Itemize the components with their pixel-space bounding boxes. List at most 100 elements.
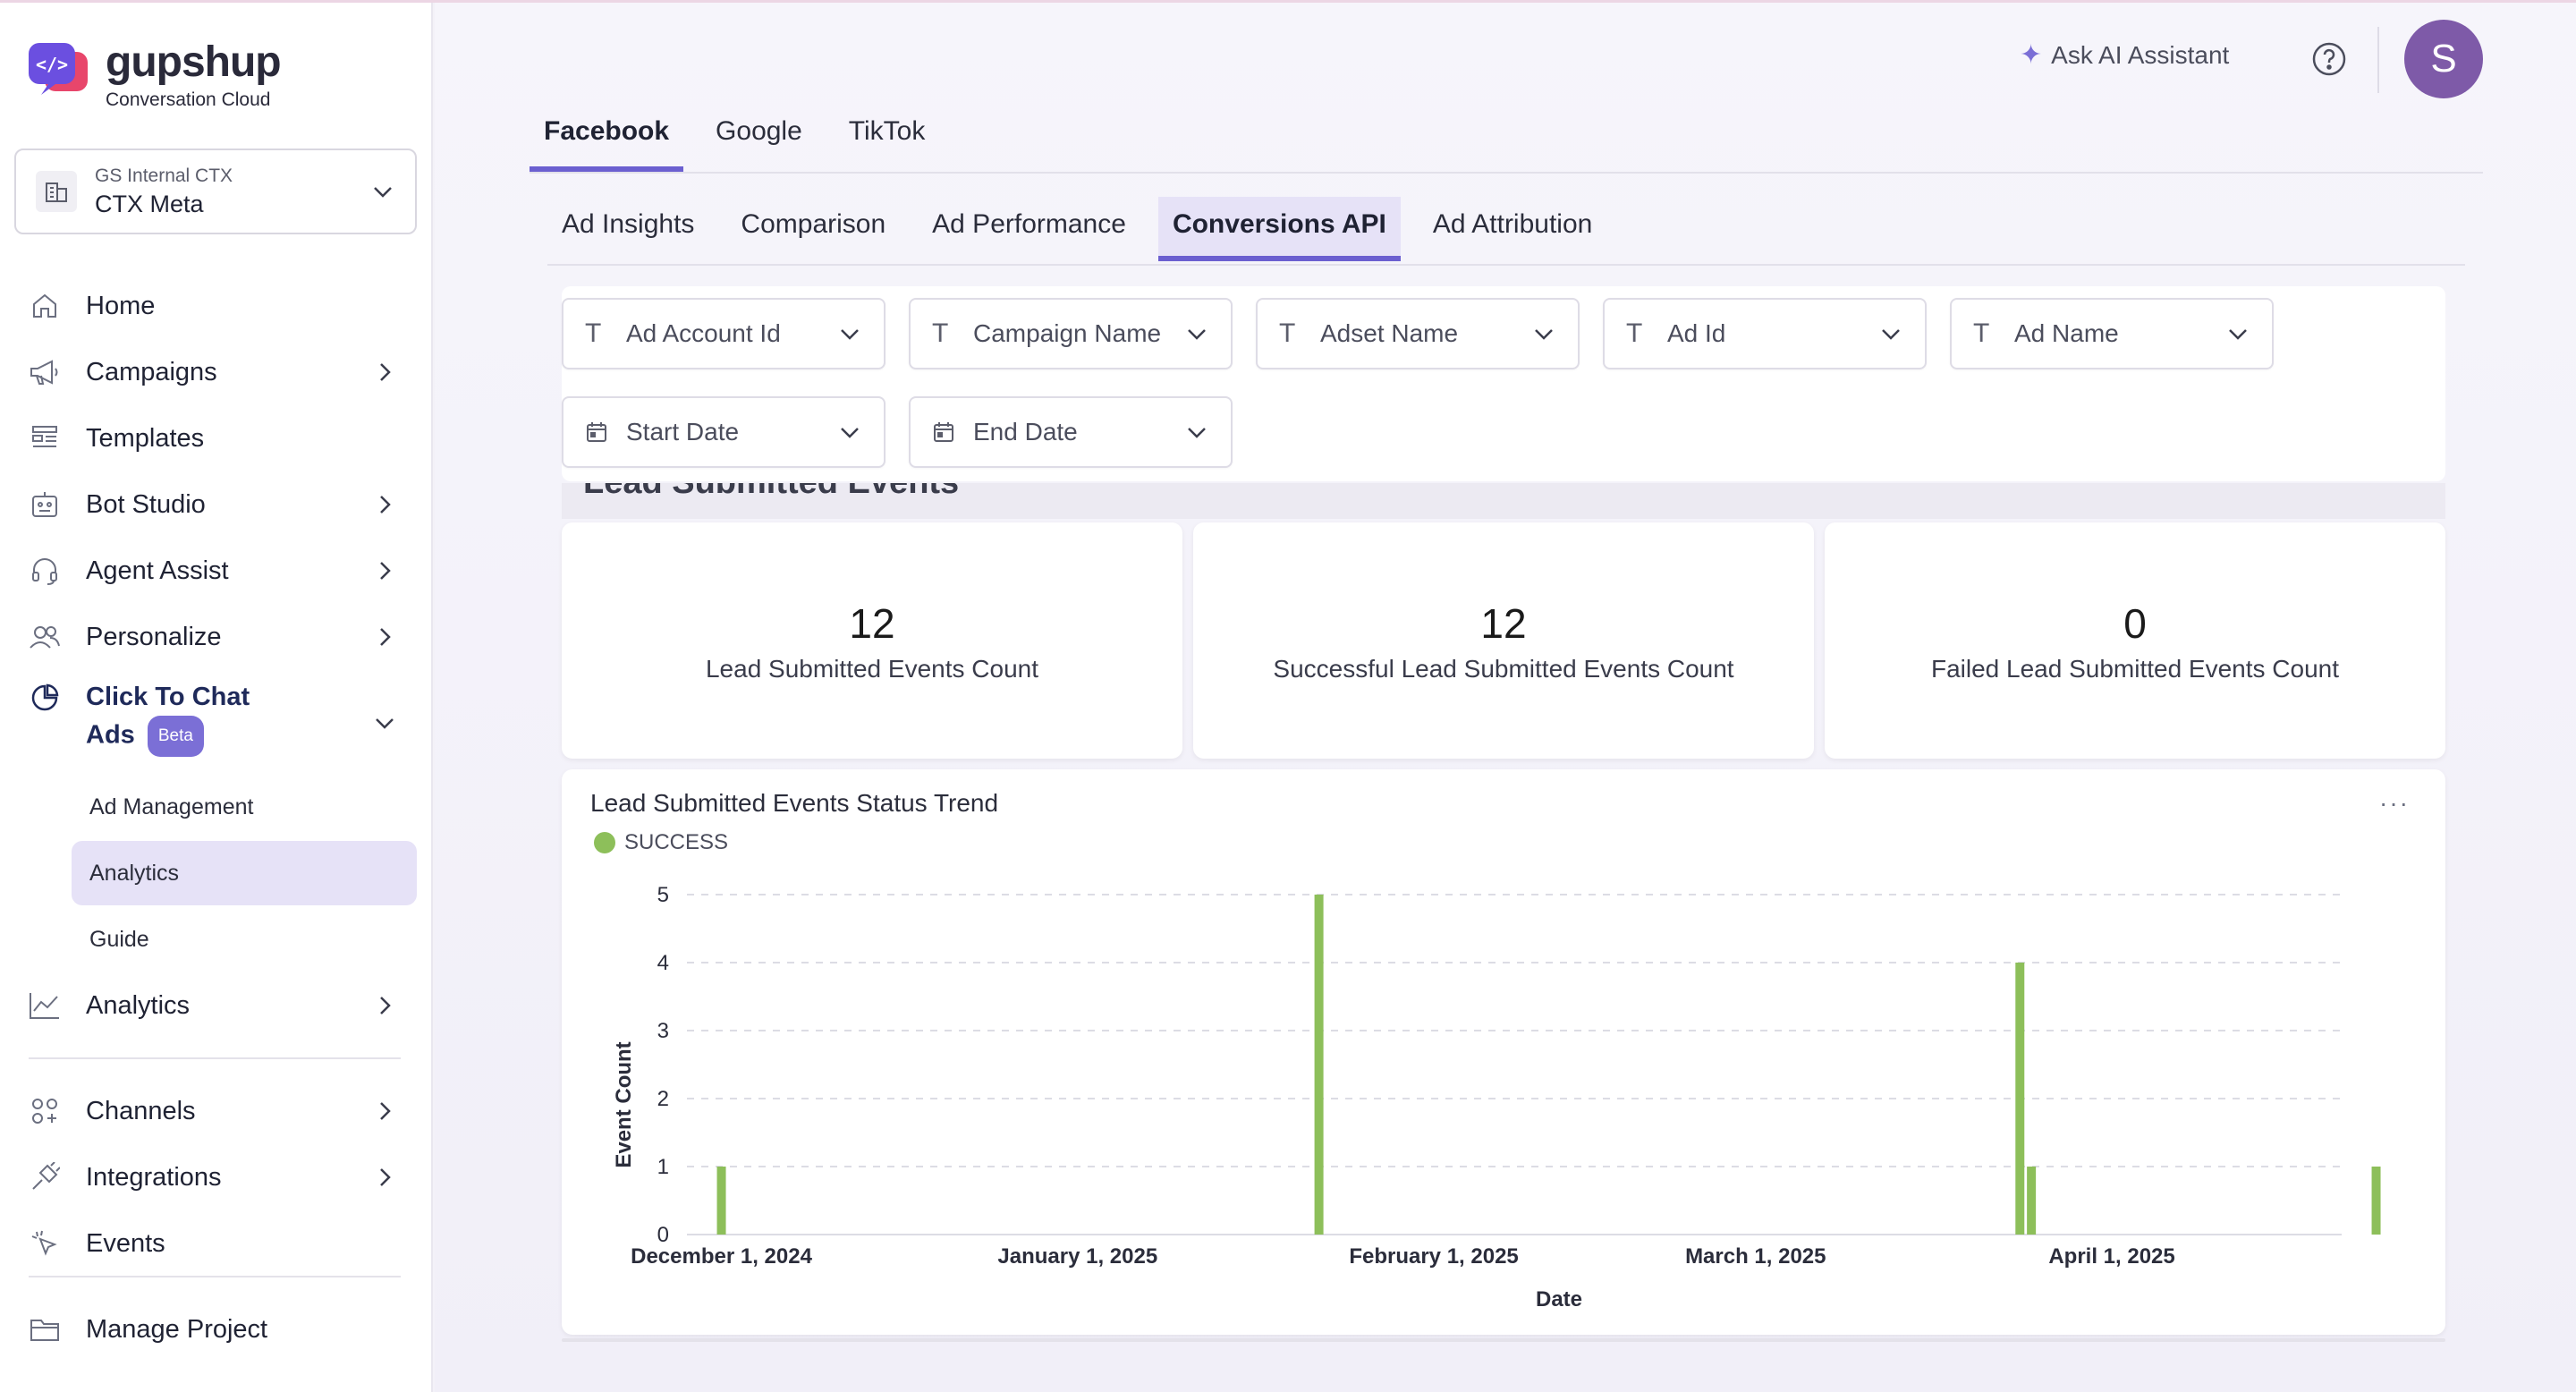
channels-icon <box>27 1093 63 1129</box>
sidebar-item-click-to-chat-ads[interactable]: Click To Chat Ads Beta <box>27 678 406 759</box>
brand[interactable]: </> gupshup Conversation Cloud <box>27 38 282 111</box>
tab-google[interactable]: Google <box>716 116 802 146</box>
chevron-right-icon <box>380 997 391 1014</box>
x-tick-label: January 1, 2025 <box>997 1244 1157 1269</box>
x-tick-label: December 1, 2024 <box>631 1244 812 1269</box>
more-options-icon[interactable]: ··· <box>2379 789 2410 817</box>
stat-value: 0 <box>2123 600 2147 647</box>
ctc-label-2: Ads <box>86 720 135 750</box>
tab-tiktok[interactable]: TikTok <box>848 116 926 146</box>
filter-campaign-name[interactable]: T Campaign Name <box>909 298 1233 369</box>
chevron-down-icon <box>1882 329 1900 340</box>
filter-label: Ad Id <box>1667 319 1726 347</box>
sidebar-item-manage-project[interactable]: Manage Project <box>27 1303 406 1356</box>
text-type-icon: T <box>1973 318 1990 348</box>
pie-chart-icon <box>27 680 63 716</box>
chart-legend[interactable]: SUCCESS <box>594 830 728 855</box>
x-tick-label: April 1, 2025 <box>2048 1244 2174 1269</box>
filter-ad-name[interactable]: T Ad Name <box>1950 298 2274 369</box>
y-axis-title: Event Count <box>612 1041 636 1167</box>
x-tick-label: February 1, 2025 <box>1349 1244 1518 1269</box>
legend-swatch <box>594 832 615 853</box>
sidebar-item-personalize[interactable]: Personalize <box>27 610 406 664</box>
headset-icon <box>27 553 63 589</box>
tab-conversions-api[interactable]: Conversions API <box>1157 197 1401 261</box>
sidebar-item-analytics[interactable]: Analytics <box>27 979 406 1032</box>
sidebar-item-agent-assist[interactable]: Agent Assist <box>27 544 406 598</box>
sidebar-item-label: Events <box>86 1228 165 1258</box>
text-type-icon: T <box>932 318 949 348</box>
bar <box>2015 963 2025 1235</box>
line-chart-icon <box>27 988 63 1023</box>
bar <box>2027 1167 2037 1235</box>
tab-comparison[interactable]: Comparison <box>741 209 886 239</box>
project-selector[interactable]: GS Internal CTX CTX Meta <box>14 149 417 234</box>
y-tick-label: 5 <box>657 883 669 907</box>
filter-end-date[interactable]: End Date <box>909 396 1233 468</box>
filter-label: Start Date <box>626 418 740 446</box>
sidebar-item-campaigns[interactable]: Campaigns <box>27 345 406 399</box>
filter-label: Ad Name <box>2014 319 2119 347</box>
stat-label: Failed Lead Submitted Events Count <box>1930 655 2340 683</box>
subtabs-divider <box>547 264 2465 266</box>
sidebar-subitem-analytics[interactable]: Analytics <box>72 841 417 905</box>
bar <box>2371 1167 2381 1235</box>
svg-text:</>: </> <box>36 54 68 75</box>
avatar[interactable]: S <box>2404 20 2483 98</box>
gupshup-logo-icon: </> <box>29 43 88 95</box>
tab-ad-insights[interactable]: Ad Insights <box>562 209 695 239</box>
filter-label: Adset Name <box>1320 319 1459 347</box>
filter-ad-account-id[interactable]: T Ad Account Id <box>562 298 886 369</box>
chevron-right-icon <box>380 562 391 580</box>
ask-ai-button[interactable]: ✦ Ask AI Assistant <box>2020 39 2229 71</box>
sidebar-item-integrations[interactable]: Integrations <box>27 1150 406 1204</box>
y-tick-label: 4 <box>657 951 669 975</box>
stat-value: 12 <box>1480 600 1527 647</box>
tab-facebook[interactable]: Facebook <box>530 113 684 172</box>
tab-ad-performance[interactable]: Ad Performance <box>932 209 1126 239</box>
plug-icon <box>27 1159 63 1195</box>
legend-label: SUCCESS <box>624 830 729 854</box>
sidebar-divider <box>29 1057 401 1059</box>
project-org: GS Internal CTX <box>95 165 233 186</box>
bar <box>1314 895 1324 1235</box>
filter-adset-name[interactable]: T Adset Name <box>1256 298 1580 369</box>
x-axis-title: Date <box>1536 1287 1582 1311</box>
users-icon <box>27 619 63 655</box>
filter-label: Ad Account Id <box>626 319 781 347</box>
help-icon[interactable] <box>2311 41 2347 77</box>
sidebar-item-home[interactable]: Home <box>27 279 406 333</box>
card-bottom-edge <box>562 1338 2445 1342</box>
topbar-separator <box>2377 27 2379 93</box>
calendar-icon <box>932 420 959 444</box>
chevron-down-icon <box>374 187 392 198</box>
chevron-down-icon <box>841 428 859 438</box>
stat-card-failed: 0 Failed Lead Submitted Events Count <box>1825 522 2445 759</box>
chevron-right-icon <box>380 363 391 381</box>
trend-chart: 0 1 2 3 4 5 December 1, 2024 January 1, 2025 Feb… <box>612 883 2381 1311</box>
home-icon <box>27 288 63 324</box>
chevron-right-icon <box>380 1168 391 1186</box>
analytics-sub-tabs: Ad Insights Comparison Ad Performance Co… <box>547 197 1624 261</box>
templates-icon <box>27 420 63 456</box>
filter-ad-id[interactable]: T Ad Id <box>1603 298 1927 369</box>
sidebar-item-label: Campaigns <box>86 357 217 386</box>
sidebar-item-events[interactable]: Events <box>27 1217 406 1270</box>
sidebar-item-channels[interactable]: Channels <box>27 1084 406 1138</box>
stat-value: 12 <box>849 600 895 647</box>
calendar-icon <box>585 420 612 444</box>
stat-card-lead-submitted: 12 Lead Submitted Events Count <box>562 522 1182 759</box>
chevron-right-icon <box>380 496 391 514</box>
tab-ad-attribution[interactable]: Ad Attribution <box>1432 209 1593 239</box>
sidebar-item-templates[interactable]: Templates <box>27 412 406 465</box>
project-name: CTX Meta <box>95 190 204 217</box>
sidebar-divider <box>29 1276 401 1277</box>
sidebar-item-bot-studio[interactable]: Bot Studio <box>27 478 406 531</box>
text-type-icon: T <box>1626 318 1643 348</box>
tabs-divider <box>530 172 2483 174</box>
cursor-click-icon <box>27 1226 63 1261</box>
sidebar-subitem-guide[interactable]: Guide <box>89 926 149 952</box>
brand-name: gupshup <box>106 38 282 86</box>
sidebar-subitem-ad-management[interactable]: Ad Management <box>89 794 254 819</box>
filter-start-date[interactable]: Start Date <box>562 396 886 468</box>
